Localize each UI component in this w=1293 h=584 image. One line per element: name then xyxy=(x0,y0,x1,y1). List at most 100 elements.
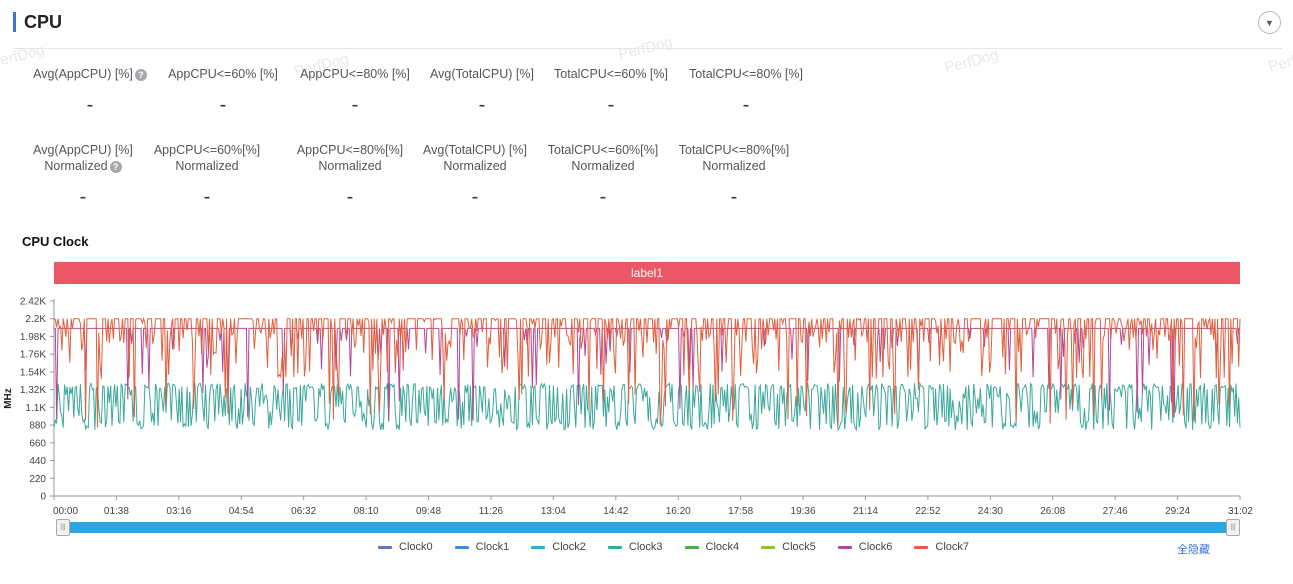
metric-3: Avg(TotalCPU) [%] - xyxy=(412,66,552,120)
legend-item-clock4[interactable]: Clock4 xyxy=(684,541,739,553)
x-tick-label: 14:42 xyxy=(603,506,628,517)
metric-1: AppCPU<=60% [%] - xyxy=(153,66,293,120)
legend-label: Clock5 xyxy=(782,541,816,553)
legend-label: Clock7 xyxy=(935,541,969,553)
series-line-clock7 xyxy=(53,316,1241,428)
metric-5: TotalCPU<=80% [%] - xyxy=(676,66,816,120)
metric-label: TotalCPU<=60% [%] xyxy=(541,66,681,82)
x-tick-label: 06:32 xyxy=(291,506,316,517)
hide-all-link[interactable]: 全隐藏 xyxy=(1177,544,1210,556)
metric-label: Avg(TotalCPU) [%] xyxy=(412,66,552,82)
legend-swatch xyxy=(607,545,622,549)
x-tick-label: 29:24 xyxy=(1165,506,1190,517)
x-tick-label: 24:30 xyxy=(978,506,1003,517)
legend-label: Clock2 xyxy=(552,541,586,553)
metric-label-normalized: Normalized xyxy=(405,158,545,174)
header-divider xyxy=(13,48,1282,49)
slider-right-handle[interactable]: ||| xyxy=(1226,519,1240,536)
metric-value: - xyxy=(478,94,486,116)
metric-label-text: TotalCPU<=60%[%] xyxy=(547,143,659,157)
metric-label-text: TotalCPU<=60% [%] xyxy=(554,67,668,81)
y-tick-label: 1.32K xyxy=(20,385,46,396)
legend-item-clock5[interactable]: Clock5 xyxy=(761,541,816,553)
metric-label2-text: Normalized xyxy=(44,159,108,173)
y-tick-label: 440 xyxy=(29,456,46,467)
legend-swatch xyxy=(454,545,469,549)
x-tick-label: 04:54 xyxy=(229,506,254,517)
x-tick-label: 00:00 xyxy=(53,506,78,517)
x-tick-label: 01:38 xyxy=(104,506,129,517)
legend-item-clock7[interactable]: Clock7 xyxy=(914,541,969,553)
x-tick-label: 19:36 xyxy=(791,506,816,517)
legend-swatch xyxy=(837,545,852,549)
y-tick-label: 1.98K xyxy=(20,332,46,343)
metric-label: AppCPU<=80% [%] xyxy=(285,66,425,82)
cpu-clock-chart: 0 220 440 660 880 1.1K 1.32K 1.54K 1.76K 1.98K 2.2… xyxy=(3,297,1253,518)
help-icon[interactable]: ? xyxy=(134,69,147,81)
metric-label-text: Avg(TotalCPU) [%] xyxy=(430,67,534,81)
metric-value: - xyxy=(607,94,615,116)
metric-label-text: AppCPU<=60% [%] xyxy=(168,67,278,81)
metric-label2-text: Normalized xyxy=(702,159,766,173)
y-tick-label: 1.1K xyxy=(25,403,46,414)
legend-label: Clock6 xyxy=(858,541,893,553)
metric-label: TotalCPU<=60%[%] xyxy=(533,142,673,158)
metric-label-text: Avg(AppCPU) [%] xyxy=(33,67,133,81)
metric-2: AppCPU<=80%[%] Normalized - xyxy=(280,142,420,212)
metric-label2-text: Normalized xyxy=(318,159,382,173)
slider-left-handle[interactable]: ||| xyxy=(56,519,70,536)
metric-0: Avg(AppCPU) [%] Normalized? - xyxy=(13,142,153,212)
metric-label2-text: Normalized xyxy=(571,159,635,173)
metric-label: AppCPU<=60%[%] xyxy=(137,142,277,158)
header-accent-bar xyxy=(13,12,16,32)
metric-label-text: TotalCPU<=80% [%] xyxy=(689,67,803,81)
metric-value: - xyxy=(471,186,479,208)
metric-label: Avg(AppCPU) [%] xyxy=(13,142,153,158)
help-icon[interactable]: ? xyxy=(109,161,122,173)
x-tick-label: 27:46 xyxy=(1103,506,1128,517)
metric-label-normalized: Normalized xyxy=(137,158,277,174)
watermark: PerfDog xyxy=(616,33,675,64)
legend-item-clock0[interactable]: Clock0 xyxy=(378,541,433,553)
legend-item-clock2[interactable]: Clock2 xyxy=(531,541,586,553)
section-header: CPU xyxy=(13,10,62,34)
y-axis-title: MHz xyxy=(3,388,14,409)
metric-label: AppCPU<=80%[%] xyxy=(280,142,420,158)
metric-label: TotalCPU<=80%[%] xyxy=(664,142,804,158)
y-tick-label: 2.42K xyxy=(20,297,46,308)
metric-label-text: AppCPU<=80% [%] xyxy=(300,67,410,81)
metric-label: AppCPU<=60% [%] xyxy=(153,66,293,82)
metric-3: Avg(TotalCPU) [%] Normalized - xyxy=(405,142,545,212)
metric-label2-text: Normalized xyxy=(175,159,239,173)
x-tick-label: 21:14 xyxy=(853,506,878,517)
metric-1: AppCPU<=60%[%] Normalized - xyxy=(137,142,277,212)
legend-swatch xyxy=(761,545,776,549)
legend-item-clock6[interactable]: Clock6 xyxy=(837,541,893,553)
metric-label2-text: Normalized xyxy=(443,159,507,173)
x-tick-label: 31:02 xyxy=(1228,506,1253,517)
x-tick-label: 08:10 xyxy=(354,506,379,517)
time-range-slider[interactable] xyxy=(58,522,1236,533)
x-tick-label: 17:58 xyxy=(728,506,753,517)
metric-0: Avg(AppCPU) [%]? - xyxy=(20,66,160,120)
metric-value: - xyxy=(742,94,750,116)
metric-label-normalized: Normalized xyxy=(533,158,673,174)
legend-item-clock3[interactable]: Clock3 xyxy=(607,541,663,553)
series-line-clock3 xyxy=(53,381,1241,432)
legend-swatch xyxy=(531,545,546,549)
y-tick-label: 660 xyxy=(29,438,46,449)
collapse-chevron-icon[interactable]: ▼ xyxy=(1258,11,1281,34)
metric-value: - xyxy=(86,94,94,116)
legend-label: Clock3 xyxy=(628,541,663,553)
y-tick-label: 880 xyxy=(29,421,46,432)
legend-label: Clock1 xyxy=(475,541,510,553)
metric-label-text: AppCPU<=80%[%] xyxy=(296,143,404,157)
x-tick-label: 16:20 xyxy=(666,506,691,517)
legend-item-clock1[interactable]: Clock1 xyxy=(454,541,510,553)
label-band[interactable]: label1 xyxy=(54,262,1240,284)
metric-label-normalized: Normalized? xyxy=(13,158,153,174)
metric-value: - xyxy=(219,94,227,116)
metric-value: - xyxy=(730,186,738,208)
x-tick-label: 26:08 xyxy=(1040,506,1065,517)
metric-5: TotalCPU<=80%[%] Normalized - xyxy=(664,142,804,212)
